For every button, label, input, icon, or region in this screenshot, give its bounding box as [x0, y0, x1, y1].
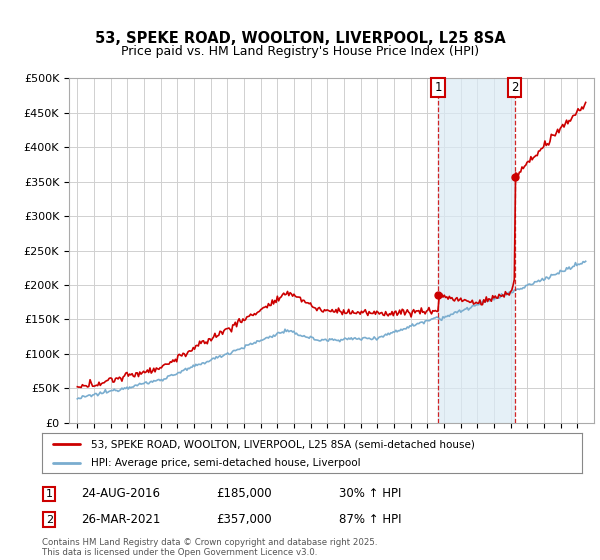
Text: £357,000: £357,000 — [216, 513, 272, 526]
Text: 2: 2 — [511, 81, 518, 94]
Text: 53, SPEKE ROAD, WOOLTON, LIVERPOOL, L25 8SA (semi-detached house): 53, SPEKE ROAD, WOOLTON, LIVERPOOL, L25 … — [91, 439, 475, 449]
Text: HPI: Average price, semi-detached house, Liverpool: HPI: Average price, semi-detached house,… — [91, 458, 360, 468]
Text: 2: 2 — [46, 515, 53, 525]
Text: 26-MAR-2021: 26-MAR-2021 — [81, 513, 160, 526]
Text: 53, SPEKE ROAD, WOOLTON, LIVERPOOL, L25 8SA: 53, SPEKE ROAD, WOOLTON, LIVERPOOL, L25 … — [95, 31, 505, 46]
Text: 1: 1 — [46, 489, 53, 499]
Text: 87% ↑ HPI: 87% ↑ HPI — [339, 513, 401, 526]
Text: £185,000: £185,000 — [216, 487, 272, 501]
Bar — [438, 78, 514, 423]
Text: Contains HM Land Registry data © Crown copyright and database right 2025.
This d: Contains HM Land Registry data © Crown c… — [42, 538, 377, 557]
Text: Price paid vs. HM Land Registry's House Price Index (HPI): Price paid vs. HM Land Registry's House … — [121, 45, 479, 58]
Text: 1: 1 — [434, 81, 442, 94]
Text: 24-AUG-2016: 24-AUG-2016 — [81, 487, 160, 501]
Text: 30% ↑ HPI: 30% ↑ HPI — [339, 487, 401, 501]
